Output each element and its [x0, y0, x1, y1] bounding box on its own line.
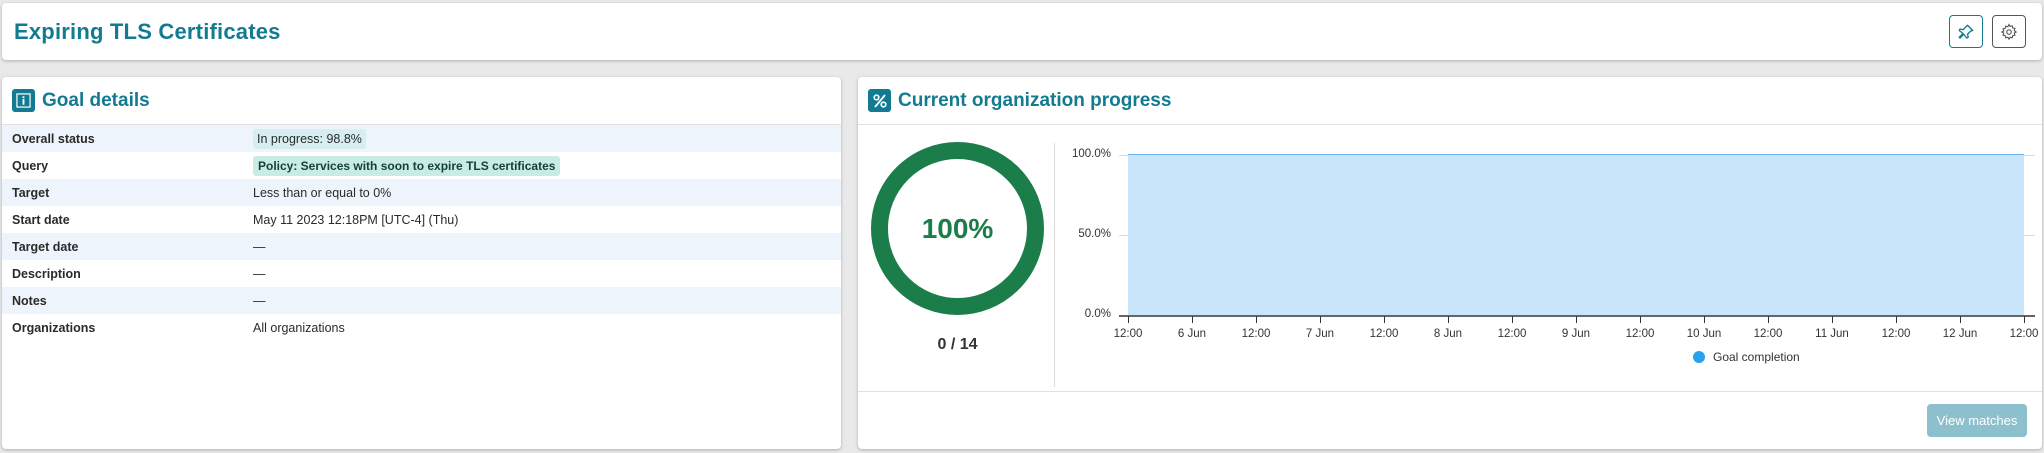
status-badge: In progress: 98.8%	[253, 128, 366, 149]
x-tick	[1768, 316, 1769, 323]
row-value: Less than or equal to 0%	[253, 185, 392, 200]
x-tick	[1512, 316, 1513, 323]
goal-details-title: Goal details	[42, 89, 150, 111]
x-tick	[1704, 316, 1705, 323]
legend-dot	[1693, 351, 1705, 363]
x-tick	[2024, 316, 2025, 323]
detail-row-description: Description —	[2, 260, 841, 287]
row-value: —	[253, 266, 266, 281]
detail-row-target-date: Target date —	[2, 233, 841, 260]
page-header: Expiring TLS Certificates	[2, 3, 2042, 60]
progress-panel: Current organization progress 100% 0 / 1…	[858, 77, 2042, 449]
row-value: May 11 2023 12:18PM [UTC-4] (Thu)	[253, 212, 459, 227]
info-icon	[12, 89, 35, 112]
row-value: —	[253, 293, 266, 308]
detail-row-notes: Notes —	[2, 287, 841, 314]
x-tick-label: 12:00	[2009, 328, 2039, 340]
query-link[interactable]: Policy: Services with soon to expire TLS…	[253, 155, 561, 176]
pin-icon	[1958, 24, 1974, 39]
percent-icon	[868, 89, 891, 112]
x-tick-label: 12:00	[1881, 328, 1911, 340]
x-tick-label: 12:00	[1369, 328, 1399, 340]
settings-button[interactable]	[1992, 15, 2026, 48]
goal-completion-area	[1128, 154, 2024, 315]
row-label: Description	[12, 266, 81, 281]
footer-divider	[858, 391, 2042, 392]
x-tick-label: 11 Jun	[1815, 328, 1849, 340]
x-tick	[1192, 316, 1193, 323]
x-tick	[1896, 316, 1897, 323]
x-tick	[1320, 316, 1321, 323]
goal-details-panel: Goal details Overall status In progress:…	[2, 77, 841, 449]
x-tick	[1256, 316, 1257, 323]
x-tick-label: 12:00	[1625, 328, 1655, 340]
goal-completion-chart: 100.0% 50.0% 0.0% 12:00 6 Jun 12:00 7 Jun 12…	[1055, 132, 2042, 392]
divider	[1054, 143, 1055, 387]
row-value: All organizations	[253, 320, 345, 335]
row-label: Start date	[12, 212, 70, 227]
row-label: Organizations	[12, 320, 96, 335]
row-label: Target date	[12, 239, 79, 254]
progress-header: Current organization progress	[858, 77, 2042, 125]
y-tick: 100.0%	[1071, 148, 1111, 160]
row-label: Target	[12, 185, 50, 200]
x-tick-label: 12:00	[1113, 328, 1143, 340]
goal-details-list: Overall status In progress: 98.8% Query …	[2, 125, 841, 341]
detail-row-target: Target Less than or equal to 0%	[2, 179, 841, 206]
x-tick-label: 12:00	[1497, 328, 1527, 340]
x-tick	[1448, 316, 1449, 323]
y-tick: 50.0%	[1078, 228, 1111, 240]
chart-legend[interactable]: Goal completion	[1693, 350, 1800, 364]
row-label: Notes	[12, 293, 47, 308]
legend-label: Goal completion	[1713, 350, 1800, 364]
page-title: Expiring TLS Certificates	[14, 19, 281, 44]
progress-title: Current organization progress	[898, 89, 1172, 111]
x-tick	[1960, 316, 1961, 323]
x-tick	[1128, 316, 1129, 323]
x-tick-label: 8 Jun	[1433, 328, 1463, 340]
detail-row-organizations: Organizations All organizations	[2, 314, 841, 341]
donut-percent: 100%	[921, 212, 994, 244]
donut-count: 0 / 14	[937, 336, 978, 353]
x-tick-label: 12 Jun	[1942, 328, 1978, 340]
y-tick: 0.0%	[1084, 308, 1111, 320]
x-tick-label: 12:00	[1241, 328, 1271, 340]
x-tick	[1640, 316, 1641, 323]
x-axis	[1119, 315, 2035, 317]
pin-button[interactable]	[1949, 15, 1983, 48]
x-tick-label: 9 Jun	[1561, 328, 1591, 340]
x-tick-label: 7 Jun	[1305, 328, 1335, 340]
row-value: —	[253, 239, 266, 254]
view-matches-button[interactable]: View matches	[1927, 404, 2027, 437]
detail-row-query: Query Policy: Services with soon to expi…	[2, 152, 841, 179]
x-tick	[1384, 316, 1385, 323]
row-label: Overall status	[12, 131, 95, 146]
x-tick-label: 6 Jun	[1177, 328, 1207, 340]
detail-row-overall-status: Overall status In progress: 98.8%	[2, 125, 841, 152]
row-label: Query	[12, 158, 49, 173]
x-tick-label: 12:00	[1753, 328, 1783, 340]
progress-donut: 100%	[870, 141, 1045, 316]
x-tick	[1576, 316, 1577, 323]
x-tick-label: 10 Jun	[1686, 328, 1722, 340]
goal-details-header: Goal details	[2, 77, 841, 125]
x-tick	[1832, 316, 1833, 323]
detail-row-start-date: Start date May 11 2023 12:18PM [UTC-4] (…	[2, 206, 841, 233]
gear-icon	[2000, 22, 2018, 40]
